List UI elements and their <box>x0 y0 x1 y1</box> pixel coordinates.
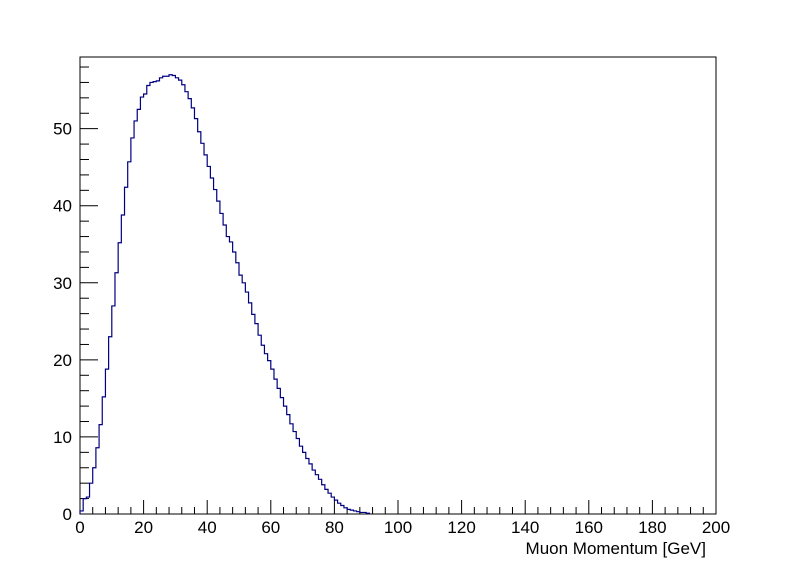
x-tick-label: 60 <box>261 518 280 537</box>
x-tick-label: 40 <box>198 518 217 537</box>
plot-frame <box>79 56 717 515</box>
histogram-line <box>79 74 370 514</box>
y-tick-label: 10 <box>53 428 72 447</box>
x-tick-label: 0 <box>75 518 84 537</box>
x-tick-label: 80 <box>325 518 344 537</box>
x-tick-label: 140 <box>511 518 539 537</box>
y-tick-label: 50 <box>53 120 72 139</box>
x-tick-label: 160 <box>575 518 603 537</box>
x-tick-label: 120 <box>447 518 475 537</box>
x-tick-label: 180 <box>638 518 666 537</box>
x-tick-label: 20 <box>134 518 153 537</box>
y-tick-label: 30 <box>53 274 72 293</box>
x-axis-title: Muon Momentum [GeV] <box>526 539 706 558</box>
y-axis: 0 10 20 30 40 50 <box>53 66 98 524</box>
x-tick-label: 100 <box>384 518 412 537</box>
y-tick-label: 40 <box>53 197 72 216</box>
y-tick-label: 0 <box>63 505 72 524</box>
x-axis: 0 20 40 60 80 100 120 140 160 180 200 <box>75 500 730 537</box>
x-tick-label: 200 <box>702 518 730 537</box>
y-tick-label: 20 <box>53 351 72 370</box>
